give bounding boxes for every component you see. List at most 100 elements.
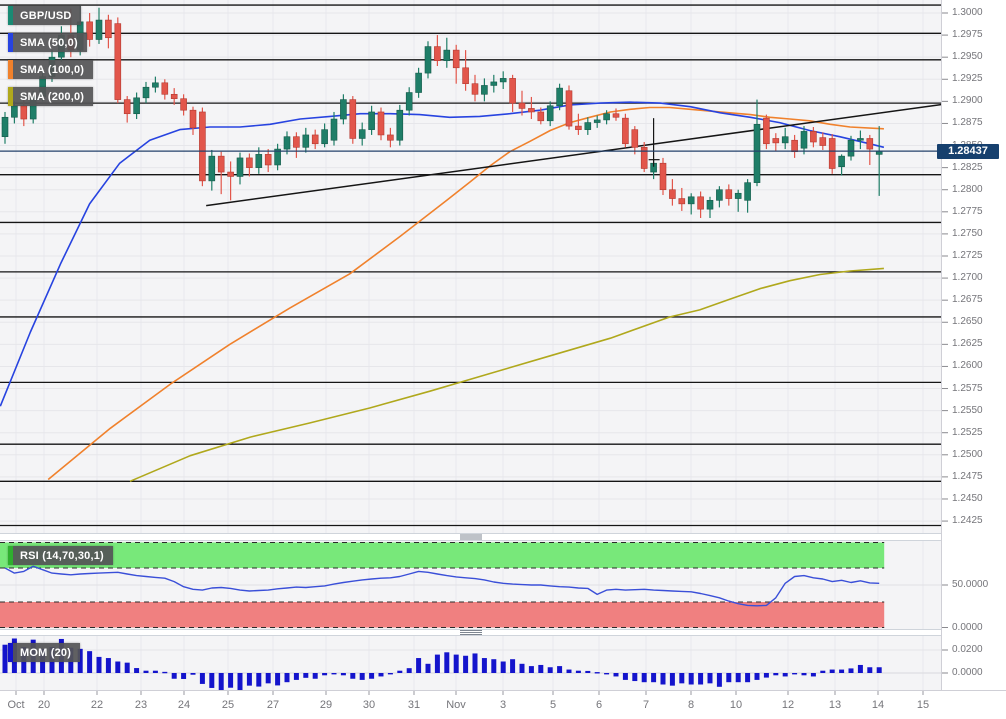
candle-body[interactable] — [462, 67, 469, 84]
candle-body[interactable] — [1, 116, 9, 138]
momentum-bar[interactable] — [256, 673, 262, 687]
candle-body[interactable] — [424, 46, 432, 74]
candle-body[interactable] — [772, 138, 780, 144]
momentum-bar[interactable] — [594, 672, 600, 674]
indicator-chip-sma200[interactable]: SMA (200,0) — [8, 87, 94, 106]
candle-body[interactable] — [763, 117, 770, 145]
momentum-bar[interactable] — [87, 651, 93, 673]
momentum-bar[interactable] — [115, 661, 121, 674]
candle-body[interactable] — [631, 129, 639, 148]
candle-body[interactable] — [236, 157, 244, 177]
momentum-bar[interactable] — [557, 666, 563, 673]
candle-body[interactable] — [180, 98, 187, 111]
candle-body[interactable] — [330, 118, 338, 141]
candle-body[interactable] — [753, 124, 761, 183]
momentum-bar[interactable] — [585, 670, 591, 673]
momentum-bar[interactable] — [510, 659, 516, 673]
candle-body[interactable] — [791, 139, 798, 153]
momentum-bar[interactable] — [275, 673, 281, 686]
candle-body[interactable] — [697, 196, 704, 210]
candle-body[interactable] — [274, 148, 281, 166]
indicator-chip-mom[interactable]: MOM (20) — [8, 643, 81, 662]
momentum-bar[interactable] — [801, 673, 807, 676]
candle-body[interactable] — [490, 81, 498, 86]
candle-body[interactable] — [603, 113, 610, 121]
momentum-bar[interactable] — [660, 673, 666, 685]
momentum-bar[interactable] — [754, 673, 760, 680]
momentum-bar[interactable] — [491, 659, 497, 673]
momentum-bar[interactable] — [218, 673, 224, 691]
candle-body[interactable] — [866, 138, 874, 150]
candle-body[interactable] — [612, 113, 620, 118]
candle-body[interactable] — [293, 136, 300, 148]
momentum-bar[interactable] — [857, 664, 863, 673]
candle-body[interactable] — [133, 97, 140, 115]
momentum-bar[interactable] — [519, 663, 525, 673]
candle-body[interactable] — [443, 49, 451, 62]
candle-body[interactable] — [528, 108, 535, 113]
candle-body[interactable] — [283, 136, 291, 150]
indicator-chip-sma50[interactable]: SMA (50,0) — [8, 33, 87, 52]
candle-body[interactable] — [86, 21, 93, 40]
momentum-bar[interactable] — [77, 648, 83, 673]
candle-body[interactable] — [142, 86, 150, 99]
candle-body[interactable] — [20, 105, 28, 120]
momentum-bar[interactable] — [425, 663, 431, 673]
candle-body[interactable] — [622, 117, 629, 145]
momentum-bar[interactable] — [528, 666, 534, 673]
sma-line-SMA1000[interactable] — [47, 106, 884, 481]
candle-body[interactable] — [105, 19, 112, 39]
candle-body[interactable] — [744, 182, 751, 201]
momentum-bar[interactable] — [350, 673, 356, 679]
candle-body[interactable] — [377, 111, 385, 136]
panel-separator[interactable] — [0, 629, 1006, 636]
candle-body[interactable] — [311, 134, 319, 145]
momentum-bar[interactable] — [763, 673, 769, 678]
candle-body[interactable] — [123, 99, 131, 115]
momentum-bar[interactable] — [143, 670, 149, 673]
momentum-bar[interactable] — [340, 673, 346, 676]
momentum-bar[interactable] — [237, 673, 243, 691]
momentum-bar[interactable] — [322, 673, 328, 676]
momentum-bar[interactable] — [284, 673, 290, 683]
candle-body[interactable] — [415, 72, 422, 93]
candle-body[interactable] — [593, 119, 601, 123]
candle-body[interactable] — [434, 46, 441, 62]
momentum-bar[interactable] — [397, 670, 403, 673]
candle-body[interactable] — [358, 129, 366, 139]
candle-body[interactable] — [246, 157, 253, 168]
candle-body[interactable] — [264, 154, 272, 166]
candle-body[interactable] — [340, 99, 347, 120]
momentum-bar[interactable] — [773, 673, 779, 676]
candle-body[interactable] — [556, 87, 563, 107]
candle-body[interactable] — [546, 105, 554, 122]
candle-body[interactable] — [321, 129, 328, 145]
momentum-bar[interactable] — [199, 673, 205, 684]
candle-body[interactable] — [716, 189, 723, 201]
candle-body[interactable] — [217, 155, 225, 173]
candle-body[interactable] — [838, 155, 845, 168]
candle-body[interactable] — [471, 83, 479, 95]
panel-separator[interactable] — [0, 533, 1006, 541]
candle-body[interactable] — [857, 138, 864, 141]
momentum-bar[interactable] — [632, 673, 638, 682]
momentum-bar[interactable] — [669, 673, 675, 686]
momentum-bar[interactable] — [641, 673, 647, 683]
momentum-bar[interactable] — [152, 670, 158, 673]
trendline[interactable] — [206, 97, 991, 207]
momentum-bar[interactable] — [190, 673, 196, 675]
momentum-bar[interactable] — [124, 662, 130, 673]
candle-body[interactable] — [396, 109, 404, 141]
momentum-bar[interactable] — [312, 673, 318, 679]
candle-body[interactable] — [734, 192, 742, 199]
momentum-bar[interactable] — [688, 673, 694, 685]
candle-body[interactable] — [678, 198, 686, 205]
candle-body[interactable] — [405, 92, 413, 111]
candle-body[interactable] — [659, 162, 667, 191]
momentum-bar[interactable] — [209, 673, 215, 688]
momentum-bar[interactable] — [444, 652, 450, 673]
symbol-chip[interactable]: GBP/USD — [8, 6, 81, 25]
momentum-bar[interactable] — [820, 670, 826, 673]
momentum-bar[interactable] — [171, 673, 177, 679]
momentum-bar[interactable] — [745, 673, 751, 683]
